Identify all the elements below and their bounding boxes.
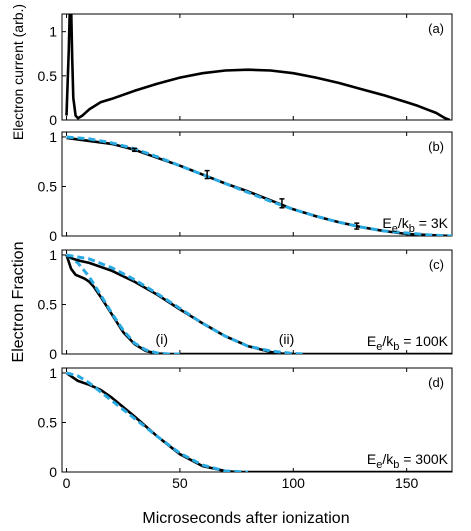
x-tick-label: 150 (395, 475, 419, 491)
y-tick-label: 1 (49, 247, 57, 263)
y-tick-label: 0.5 (38, 414, 58, 430)
fit-line-1 (66, 135, 452, 236)
y-tick-label: 1 (49, 129, 57, 145)
plot-frame (61, 13, 453, 121)
data-line-0 (66, 136, 452, 236)
panel-2: 0 0.5 1 (c) Ee/kb = 100K (i) (ii) (38, 247, 453, 362)
energy-annotation: Ee/kb = 3K (382, 215, 448, 235)
y-tick-label: 0 (49, 228, 57, 244)
data-line-0 (65, 14, 451, 120)
energy-annotation: Ee/kb = 100K (367, 333, 449, 353)
y-tick-label: 0 (49, 464, 57, 480)
x-tick-label: 50 (172, 475, 188, 491)
plot-frame (61, 367, 453, 473)
fit-line-1 (65, 253, 180, 354)
y-tick-label: 0 (49, 346, 57, 362)
curve-label: (i) (156, 331, 168, 347)
y-tick-label: 0.5 (38, 296, 58, 312)
panel-label: (a) (428, 21, 444, 36)
y-tick-label: 0 (49, 112, 57, 128)
panels: 0 0.5 1 (a) 0 0.5 1 (b) Ee/kb = 3K 0 0.5 1 (c) Ee/kb … (38, 13, 453, 491)
error-bar (132, 147, 138, 153)
plot-frame (61, 249, 453, 355)
panel-label: (b) (428, 139, 444, 154)
x-tick-label: 100 (282, 475, 306, 491)
fit-line-1 (66, 371, 248, 472)
error-bar (279, 198, 285, 209)
curve-label: (ii) (279, 331, 295, 347)
xlabel: Microseconds after ionization (142, 510, 349, 527)
error-bar (354, 222, 360, 230)
x-tick-label: 0 (63, 475, 71, 491)
ylabel-electron-current: Electron current (arb.) (10, 4, 26, 140)
fit-line-3 (66, 253, 305, 354)
panel-label: (d) (428, 375, 444, 390)
data-line-2 (65, 253, 294, 354)
y-tick-label: 1 (49, 24, 57, 40)
y-tick-label: 0.5 (38, 68, 58, 84)
energy-annotation: Ee/kb = 300K (367, 451, 449, 471)
plot-frame (61, 131, 453, 237)
data-line-0 (65, 371, 452, 472)
y-tick-label: 0.5 (38, 178, 58, 194)
panel-1: 0 0.5 1 (b) Ee/kb = 3K (38, 129, 453, 244)
panel-3: 0 0.5 1 0 50 100 150 (d) Ee/kb = 300K (38, 365, 453, 491)
data-line-0 (65, 254, 452, 354)
y-tick-label: 1 (49, 365, 57, 381)
panel-label: (c) (429, 257, 444, 272)
panel-0: 0 0.5 1 (a) (38, 13, 453, 128)
ylabel-electron-fraction: Electron Fraction (10, 242, 27, 363)
error-bar (204, 169, 210, 180)
